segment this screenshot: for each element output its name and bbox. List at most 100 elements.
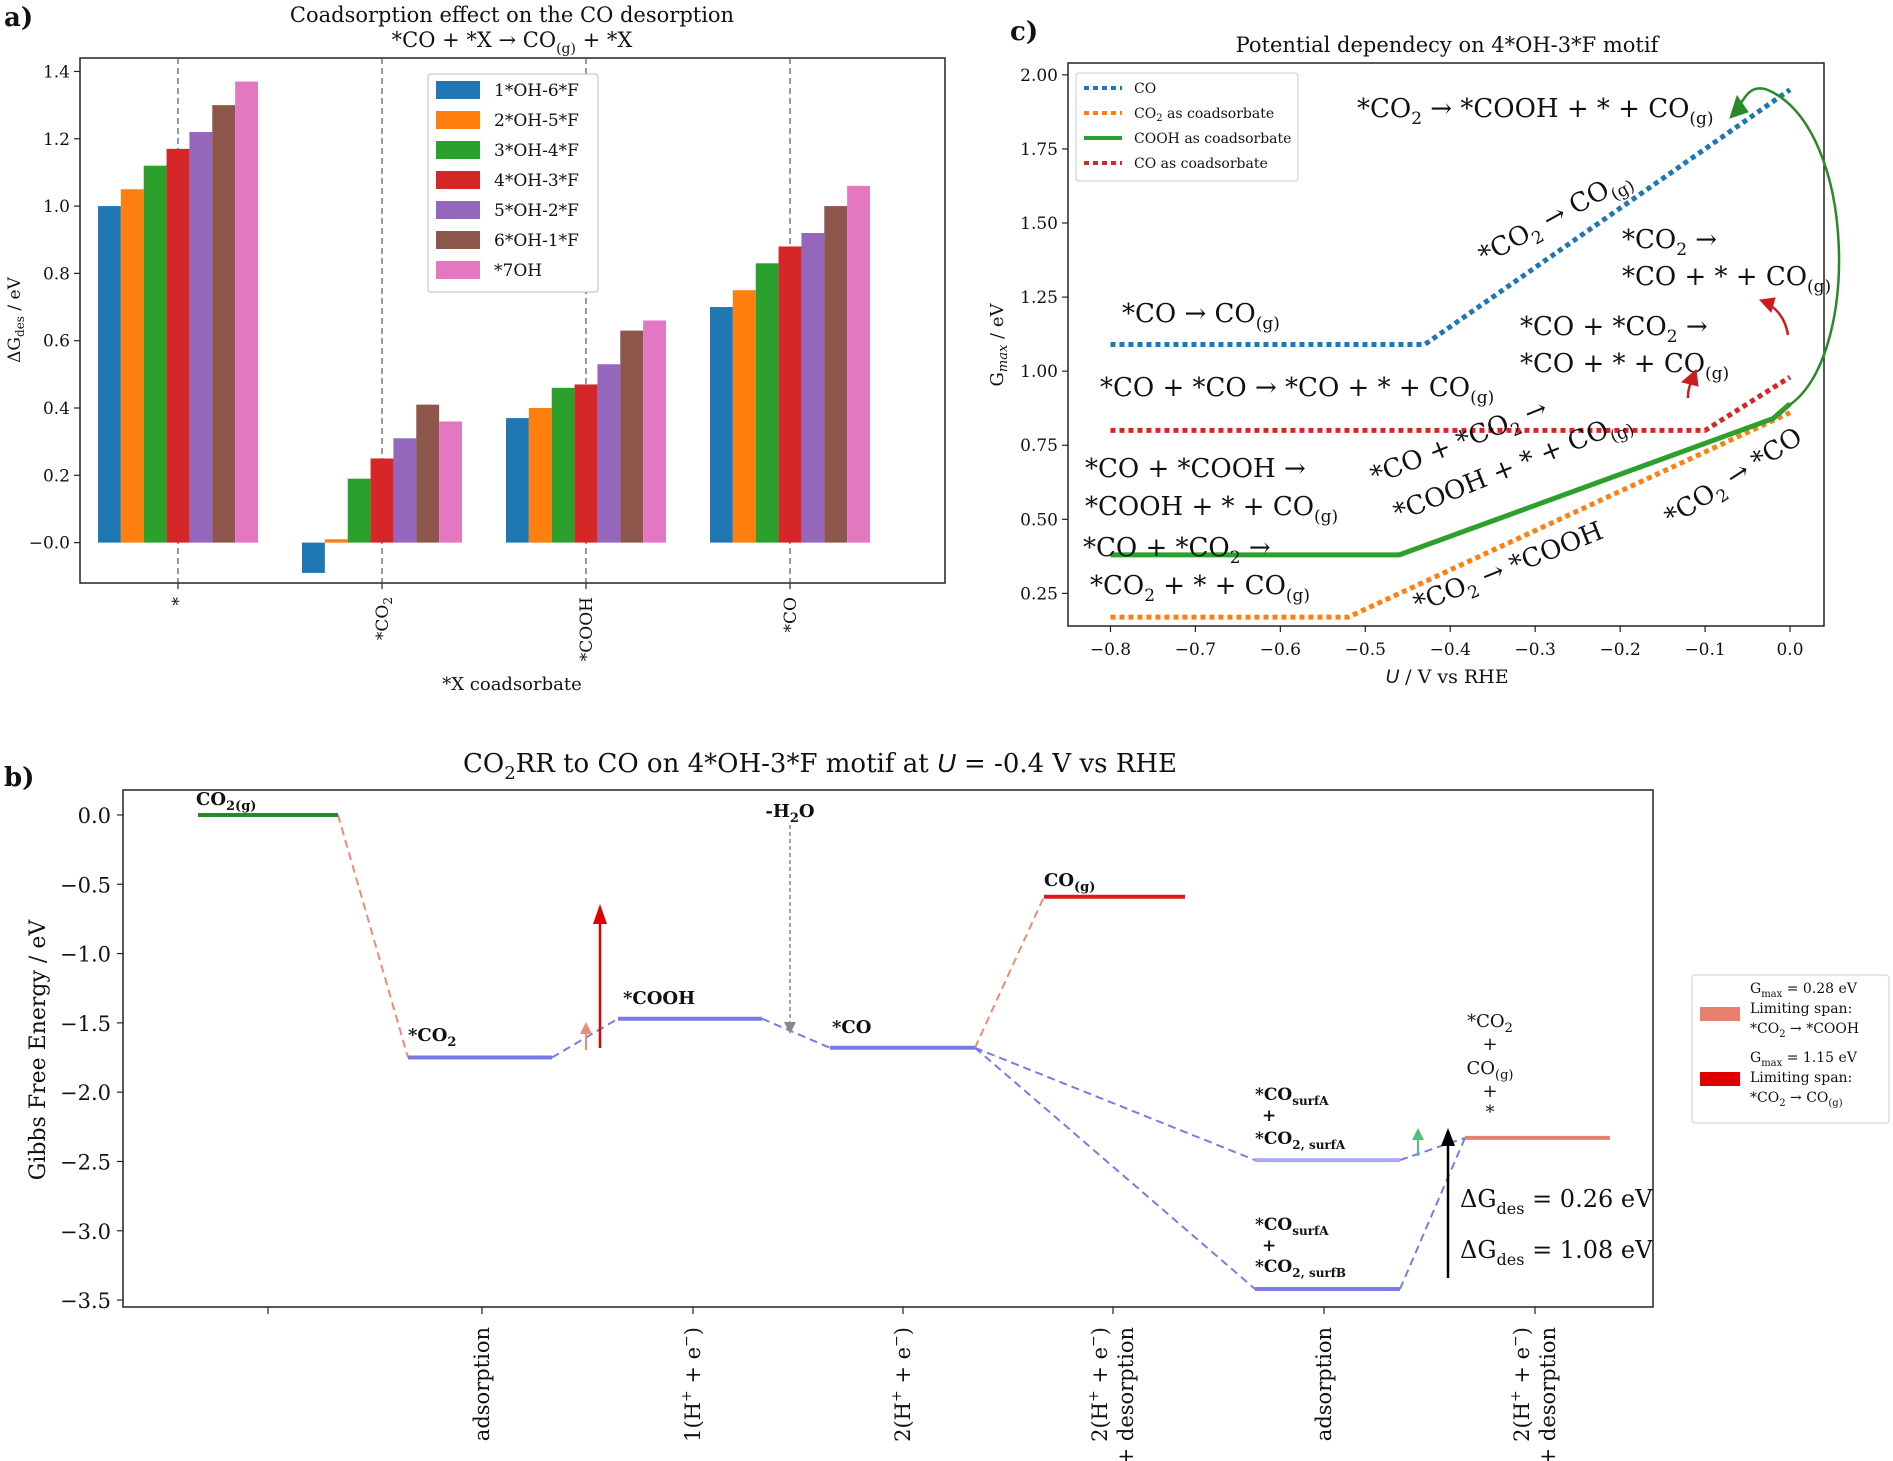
state-label-cooh: *COOH: [623, 988, 695, 1009]
water-label: -H2O: [765, 801, 814, 826]
legend-salmon-line2: Limiting span:: [1750, 1001, 1852, 1017]
black-dg-arrow-head: [1441, 1128, 1455, 1146]
series-line-CO2 as coadsorbate: [1110, 410, 1792, 620]
green-loop-arrow-head: [1729, 94, 1749, 119]
state-label-surfa-1: *COsurfA: [1255, 1085, 1329, 1108]
bar-4*OH-3*F-*: [166, 148, 190, 543]
panel-b-label: b): [4, 763, 34, 793]
bar-1*OH-6*F-*CO: [710, 307, 733, 543]
x-tick-label: −0.4: [1430, 640, 1471, 660]
panel-b-plot-frame: [122, 789, 1654, 1308]
connector-surfb-final: [1399, 1137, 1466, 1290]
legend-swatch-6*OH-1*F: [436, 231, 480, 249]
y-tick-label: −2.0: [60, 1081, 111, 1105]
legend-red-line3: *CO2 → CO(g): [1750, 1090, 1843, 1109]
dg-green-label: ΔGdes = 0.26 eV: [1460, 1185, 1653, 1218]
bar-6*OH-1*F-*COOH: [620, 330, 644, 543]
x-tick-label: −0.5: [1345, 640, 1386, 660]
svg-text:+: +: [1482, 1034, 1497, 1055]
x-tick-label-adsorption-1: adsorption: [470, 1327, 494, 1441]
y-tick-label: 0.2: [43, 466, 70, 486]
label-orange-slope: *CO2 → *COOH: [1409, 516, 1609, 624]
legend-label-CO2 as coadsorbate: CO2 as coadsorbate: [1134, 106, 1274, 124]
legend-red-line2: Limiting span:: [1750, 1070, 1852, 1086]
label-red-flat: *CO + *CO → *CO + * + CO(g): [1100, 373, 1494, 408]
bar-2*OH-5*F-*COOH: [528, 408, 552, 543]
x-tick-label-1he: 1(H+ + e−): [679, 1327, 705, 1442]
panel-c-title: Potential dependecy on 4*OH-3*F motif: [1236, 33, 1661, 57]
x-tick-label: −0.7: [1175, 640, 1216, 660]
x-tick-label-2he-des-2-line: + desorption: [1536, 1327, 1560, 1461]
bar-*7OH-*COOH: [643, 320, 666, 543]
x-tick-label-adsorption-2-line: adsorption: [1312, 1327, 1336, 1441]
panel-b-legend: Gmax = 0.28 eV Limiting span: *CO2 → *CO…: [1691, 974, 1890, 1124]
legend-label-*7OH: *7OH: [494, 261, 542, 281]
bar-5*OH-2*F-*: [189, 132, 213, 543]
bar-*7OH-*: [235, 81, 258, 543]
legend-label-3*OH-4*F: 3*OH-4*F: [494, 141, 579, 161]
bar-4*OH-3*F-*CO2: [370, 458, 394, 543]
x-tick-label: −0.3: [1515, 640, 1556, 660]
panel-a-x-axis-label: *X coadsorbate: [442, 674, 582, 695]
label-co-slope: *CO2 → CO(g): [1474, 163, 1639, 275]
panel-b-y-axis-label: Gibbs Free Energy / eV: [26, 919, 51, 1181]
legend-label-4*OH-3*F: 4*OH-3*F: [494, 171, 579, 191]
y-tick-label: 0.50: [1020, 510, 1058, 530]
label-green-flat-1: *CO + *COOH →: [1085, 454, 1306, 484]
y-tick-label: −1.5: [60, 1012, 111, 1036]
x-tick-label-adsorption-1-line: adsorption: [470, 1327, 494, 1441]
y-tick-label: 2.00: [1020, 66, 1058, 86]
panel-b-legend-frame: [1691, 974, 1890, 1124]
x-tick-label-2he-line: 2(H+ + e−): [889, 1327, 915, 1442]
panel-a-title-line1: Coadsorption effect on the CO desorption: [290, 3, 734, 27]
panel-a-y-axis-label: ΔGdes / eV: [5, 276, 27, 362]
panel-c-plot-frame: [1067, 62, 1825, 627]
x-tick-label: −0.1: [1684, 640, 1725, 660]
red-arrow-top: [1769, 303, 1790, 336]
dg-black-label: ΔGdes = 1.08 eV: [1460, 1236, 1653, 1269]
panel-b-diagram: [198, 812, 1610, 1291]
state-label-surfa-2: *CO2, surfA: [1255, 1129, 1346, 1152]
x-tick-label-2he-des-1: 2(H+ + e−) + desorption: [1086, 1327, 1138, 1461]
bar-4*OH-3*F-*CO: [778, 246, 802, 543]
bar-2*OH-5*F-*CO: [732, 290, 756, 543]
panel-c-axes: −0.8 −0.7 −0.6 −0.5 −0.4 −0.3 −0.2 −0.1 0.0 0.25 0…: [1020, 66, 1803, 660]
bar-1*OH-6*F-*: [98, 206, 121, 543]
y-tick-label: −0.0: [29, 534, 70, 554]
label-orange-flat-2: *CO2 + * + CO(g): [1090, 571, 1310, 606]
label-green-flat-2: *COOH + * + CO(g): [1085, 492, 1338, 527]
legend-label-COOH as coadsorbate: COOH as coadsorbate: [1134, 131, 1291, 147]
x-tick-label: −0.6: [1260, 640, 1301, 660]
label-green-top: *CO2 → *COOH + * + CO(g): [1357, 94, 1714, 129]
panel-a-bars: [98, 58, 870, 583]
bar-*7OH-*CO2: [439, 421, 462, 543]
y-tick-label: −3.5: [60, 1289, 111, 1313]
bar-5*OH-2*F-*CO2: [393, 438, 417, 543]
panel-c: c) Potential dependecy on 4*OH-3*F motif…: [987, 17, 1841, 688]
x-tick-label-2he: 2(H+ + e−): [889, 1327, 915, 1442]
y-tick-label: −1.0: [60, 943, 111, 967]
label-red-top-2: *CO + * + CO(g): [1622, 262, 1831, 297]
x-tick-label: 0.0: [1776, 640, 1803, 660]
panel-a-plot-frame: [79, 57, 946, 584]
y-tick-label: 1.50: [1020, 214, 1058, 234]
red-span-arrow-head: [593, 904, 607, 924]
water-arrow-head: [784, 1022, 796, 1034]
bar-4*OH-3*F-*COOH: [574, 384, 598, 543]
panel-b-axes: 0.0 −0.5 −1.0 −1.5 −2.0 −2.5 −3.0 −3.5 adsorptio…: [60, 804, 1560, 1461]
connector-surfa-final: [1399, 1136, 1466, 1162]
panel-b-title: CO2RR to CO on 4*OH-3*F motif at U = -0.…: [463, 748, 1177, 784]
panel-c-y-axis-label: Gmax / eV: [987, 303, 1011, 387]
bar-2*OH-5*F-*: [120, 189, 144, 543]
legend-salmon-line3: *CO2 → *COOH: [1750, 1021, 1859, 1040]
label-co-flat: *CO → CO(g): [1122, 299, 1280, 334]
bar-2*OH-5*F-*CO2: [324, 539, 348, 543]
panel-c-arrows: [1680, 87, 1841, 408]
bar-3*OH-4*F-*CO2: [347, 478, 371, 543]
y-tick-label: 0.75: [1020, 436, 1058, 456]
y-tick-label: 1.00: [1020, 362, 1058, 382]
bar-5*OH-2*F-*CO: [801, 233, 825, 543]
panel-a: a) Coadsorption effect on the CO desorpt…: [4, 3, 946, 695]
panel-a-label: a): [4, 3, 33, 33]
